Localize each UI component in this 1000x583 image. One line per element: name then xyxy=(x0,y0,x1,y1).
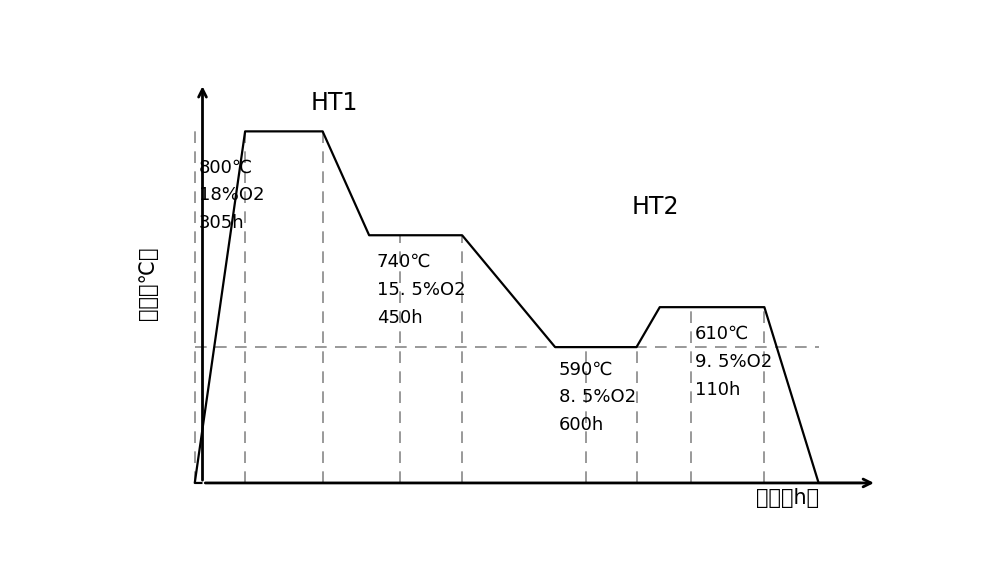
Text: HT1: HT1 xyxy=(311,92,358,115)
Text: 时间（h）: 时间（h） xyxy=(756,487,819,508)
Text: 温度（℃）: 温度（℃） xyxy=(138,247,158,320)
Text: 590℃
8. 5%O2
600h: 590℃ 8. 5%O2 600h xyxy=(559,360,636,434)
Text: 800℃
18%O2
305h: 800℃ 18%O2 305h xyxy=(199,159,264,232)
Text: 610℃
9. 5%O2
110h: 610℃ 9. 5%O2 110h xyxy=(695,325,772,399)
Text: 740℃
15. 5%O2
450h: 740℃ 15. 5%O2 450h xyxy=(377,253,466,327)
Text: HT2: HT2 xyxy=(632,195,680,219)
